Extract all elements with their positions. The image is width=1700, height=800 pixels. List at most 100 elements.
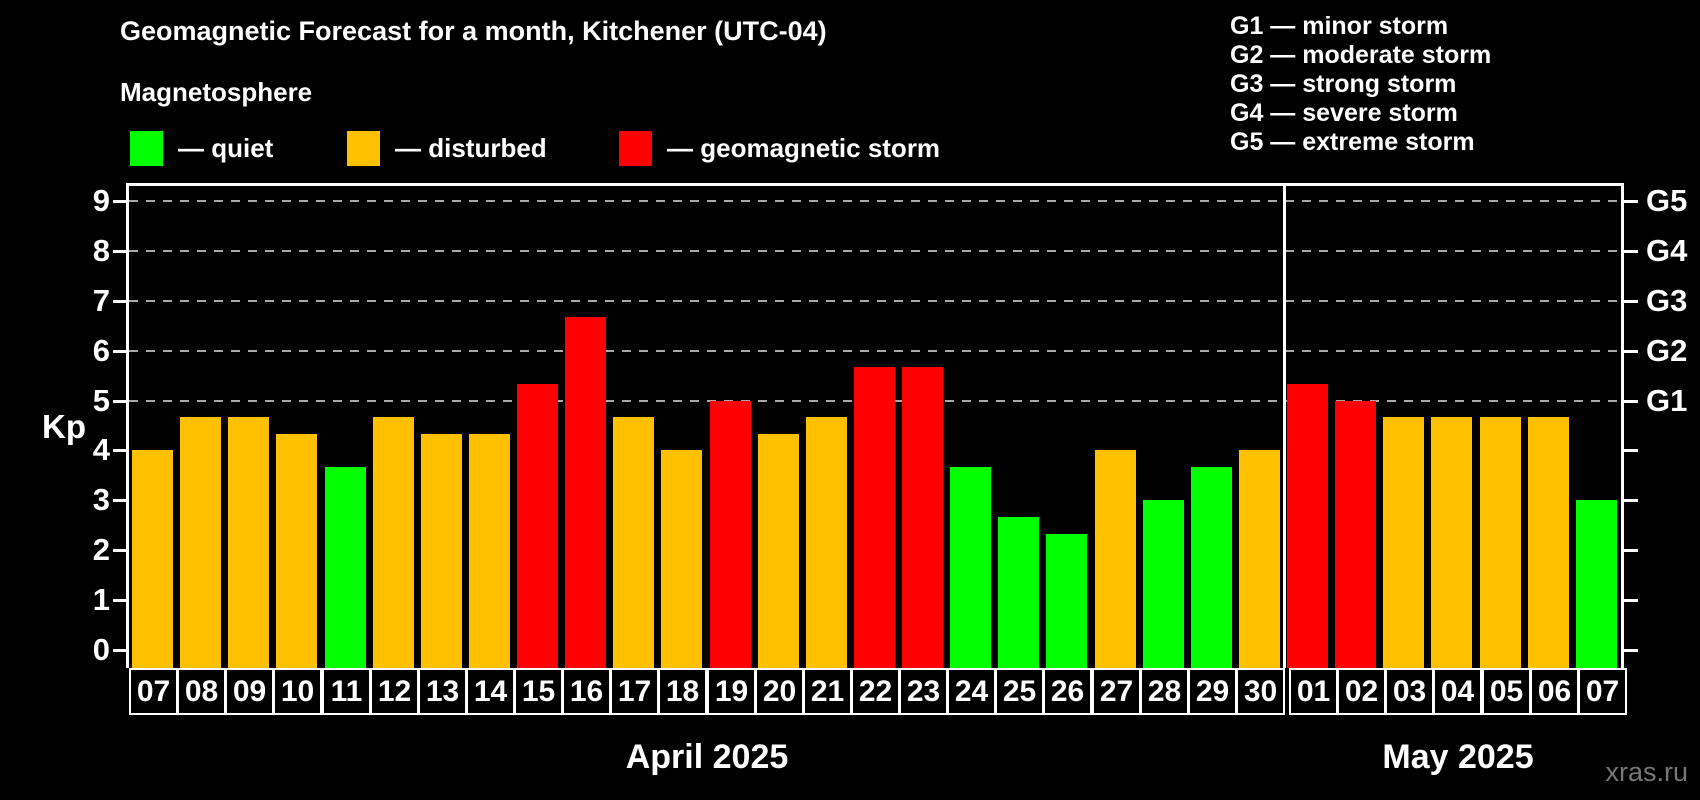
chart-subtitle: Magnetosphere xyxy=(120,77,313,107)
kp-bar-22 xyxy=(854,367,895,668)
day-label-15: 15 xyxy=(514,668,563,715)
day-label-07: 07 xyxy=(1578,668,1627,715)
kp-bar-26 xyxy=(1046,534,1087,668)
right-axis-tick xyxy=(1623,549,1638,552)
g-scale-label-g4: G4 xyxy=(1646,233,1688,268)
plot-frame-top xyxy=(126,183,1624,186)
y-tick-label: 2 xyxy=(92,532,110,567)
legend-label-disturbed: — disturbed xyxy=(395,133,547,163)
right-axis-tick xyxy=(1623,350,1638,353)
y-tick-label: 8 xyxy=(92,233,110,268)
day-label-20: 20 xyxy=(755,668,804,715)
plot-frame-left xyxy=(126,183,129,668)
kp-bar-19 xyxy=(710,401,751,668)
right-axis-tick xyxy=(1623,300,1638,303)
g-scale-label-g3: G3 xyxy=(1646,283,1688,318)
kp-bar-21 xyxy=(806,417,847,668)
kp-bar-30 xyxy=(1239,450,1280,668)
kp-bar-20 xyxy=(758,434,799,668)
page-title: Geomagnetic Forecast for a month, Kitche… xyxy=(120,16,827,46)
g-legend-line-g4: G4 — severe storm xyxy=(1230,99,1458,127)
y-axis-tick xyxy=(113,300,127,303)
kp-bar-02 xyxy=(1335,401,1376,668)
day-label-23: 23 xyxy=(899,668,948,715)
quiet-color-swatch xyxy=(130,131,163,166)
legend-label-storm: — geomagnetic storm xyxy=(667,133,941,163)
legend-label-quiet: — quiet xyxy=(178,133,274,163)
legend-item-disturbed: — disturbed xyxy=(347,131,547,166)
kp-bar-08 xyxy=(180,417,221,668)
day-label-18: 18 xyxy=(658,668,707,715)
plot-frame-right xyxy=(1621,183,1624,668)
day-label-08: 08 xyxy=(177,668,226,715)
day-label-04: 04 xyxy=(1433,668,1482,715)
g-scale-label-g5: G5 xyxy=(1646,183,1688,218)
day-label-11: 11 xyxy=(322,668,371,715)
day-label-22: 22 xyxy=(851,668,900,715)
g-scale-label-g1: G1 xyxy=(1646,383,1688,418)
g-legend-line-g3: G3 — strong storm xyxy=(1230,70,1457,98)
y-axis-tick xyxy=(113,200,127,203)
y-axis-tick xyxy=(113,549,127,552)
kp-bar-05 xyxy=(1480,417,1521,668)
kp-gridline-8 xyxy=(129,250,1621,252)
kp-gridline-7 xyxy=(129,300,1621,302)
g-scale-label-g2: G2 xyxy=(1646,333,1688,368)
day-label-30: 30 xyxy=(1236,668,1285,715)
y-axis-tick xyxy=(113,599,127,602)
kp-bar-24 xyxy=(950,467,991,668)
day-label-09: 09 xyxy=(225,668,274,715)
y-tick-label: 0 xyxy=(92,632,110,667)
kp-bar-28 xyxy=(1143,500,1184,668)
g-legend-line-g2: G2 — moderate storm xyxy=(1230,41,1492,69)
y-tick-label: 3 xyxy=(92,482,110,517)
day-label-10: 10 xyxy=(273,668,322,715)
kp-bar-29 xyxy=(1191,467,1232,668)
y-axis-title: Kp xyxy=(42,408,86,445)
kp-bar-09 xyxy=(228,417,269,668)
right-axis-tick xyxy=(1623,499,1638,502)
y-axis-tick xyxy=(113,449,127,452)
y-axis-tick xyxy=(113,400,127,403)
kp-bar-07 xyxy=(1576,500,1617,668)
kp-gridline-9 xyxy=(129,200,1621,202)
right-axis-tick xyxy=(1623,400,1638,403)
day-label-25: 25 xyxy=(995,668,1044,715)
day-label-02: 02 xyxy=(1337,668,1386,715)
day-label-05: 05 xyxy=(1482,668,1531,715)
kp-bar-18 xyxy=(661,450,702,668)
day-label-14: 14 xyxy=(466,668,515,715)
kp-bar-12 xyxy=(373,417,414,668)
g-legend-line-g5: G5 — extreme storm xyxy=(1230,128,1475,156)
day-label-19: 19 xyxy=(707,668,756,715)
month-label-april: April 2025 xyxy=(625,738,789,776)
kp-bar-15 xyxy=(517,384,558,668)
right-axis-tick xyxy=(1623,200,1638,203)
kp-gridline-6 xyxy=(129,350,1621,352)
y-tick-label: 1 xyxy=(92,582,110,617)
y-tick-label: 9 xyxy=(92,183,110,218)
month-label-may: May 2025 xyxy=(1382,738,1534,776)
storm-color-swatch xyxy=(619,131,652,166)
y-axis-tick xyxy=(113,649,127,652)
right-axis-tick xyxy=(1623,649,1638,652)
day-label-24: 24 xyxy=(947,668,996,715)
kp-bar-04 xyxy=(1431,417,1472,668)
y-tick-label: 7 xyxy=(92,283,110,318)
right-axis-tick xyxy=(1623,250,1638,253)
right-axis-tick xyxy=(1623,599,1638,602)
g-legend-line-g1: G1 — minor storm xyxy=(1230,12,1449,40)
kp-bar-07 xyxy=(132,450,173,668)
kp-bar-17 xyxy=(613,417,654,668)
legend-item-storm: — geomagnetic storm xyxy=(619,131,940,166)
day-label-26: 26 xyxy=(1043,668,1092,715)
day-label-03: 03 xyxy=(1385,668,1434,715)
y-axis-tick xyxy=(113,250,127,253)
kp-bar-03 xyxy=(1383,417,1424,668)
day-label-21: 21 xyxy=(803,668,852,715)
kp-bar-10 xyxy=(276,434,317,668)
kp-bar-06 xyxy=(1528,417,1569,668)
day-label-27: 27 xyxy=(1092,668,1141,715)
day-label-01: 01 xyxy=(1289,668,1338,715)
